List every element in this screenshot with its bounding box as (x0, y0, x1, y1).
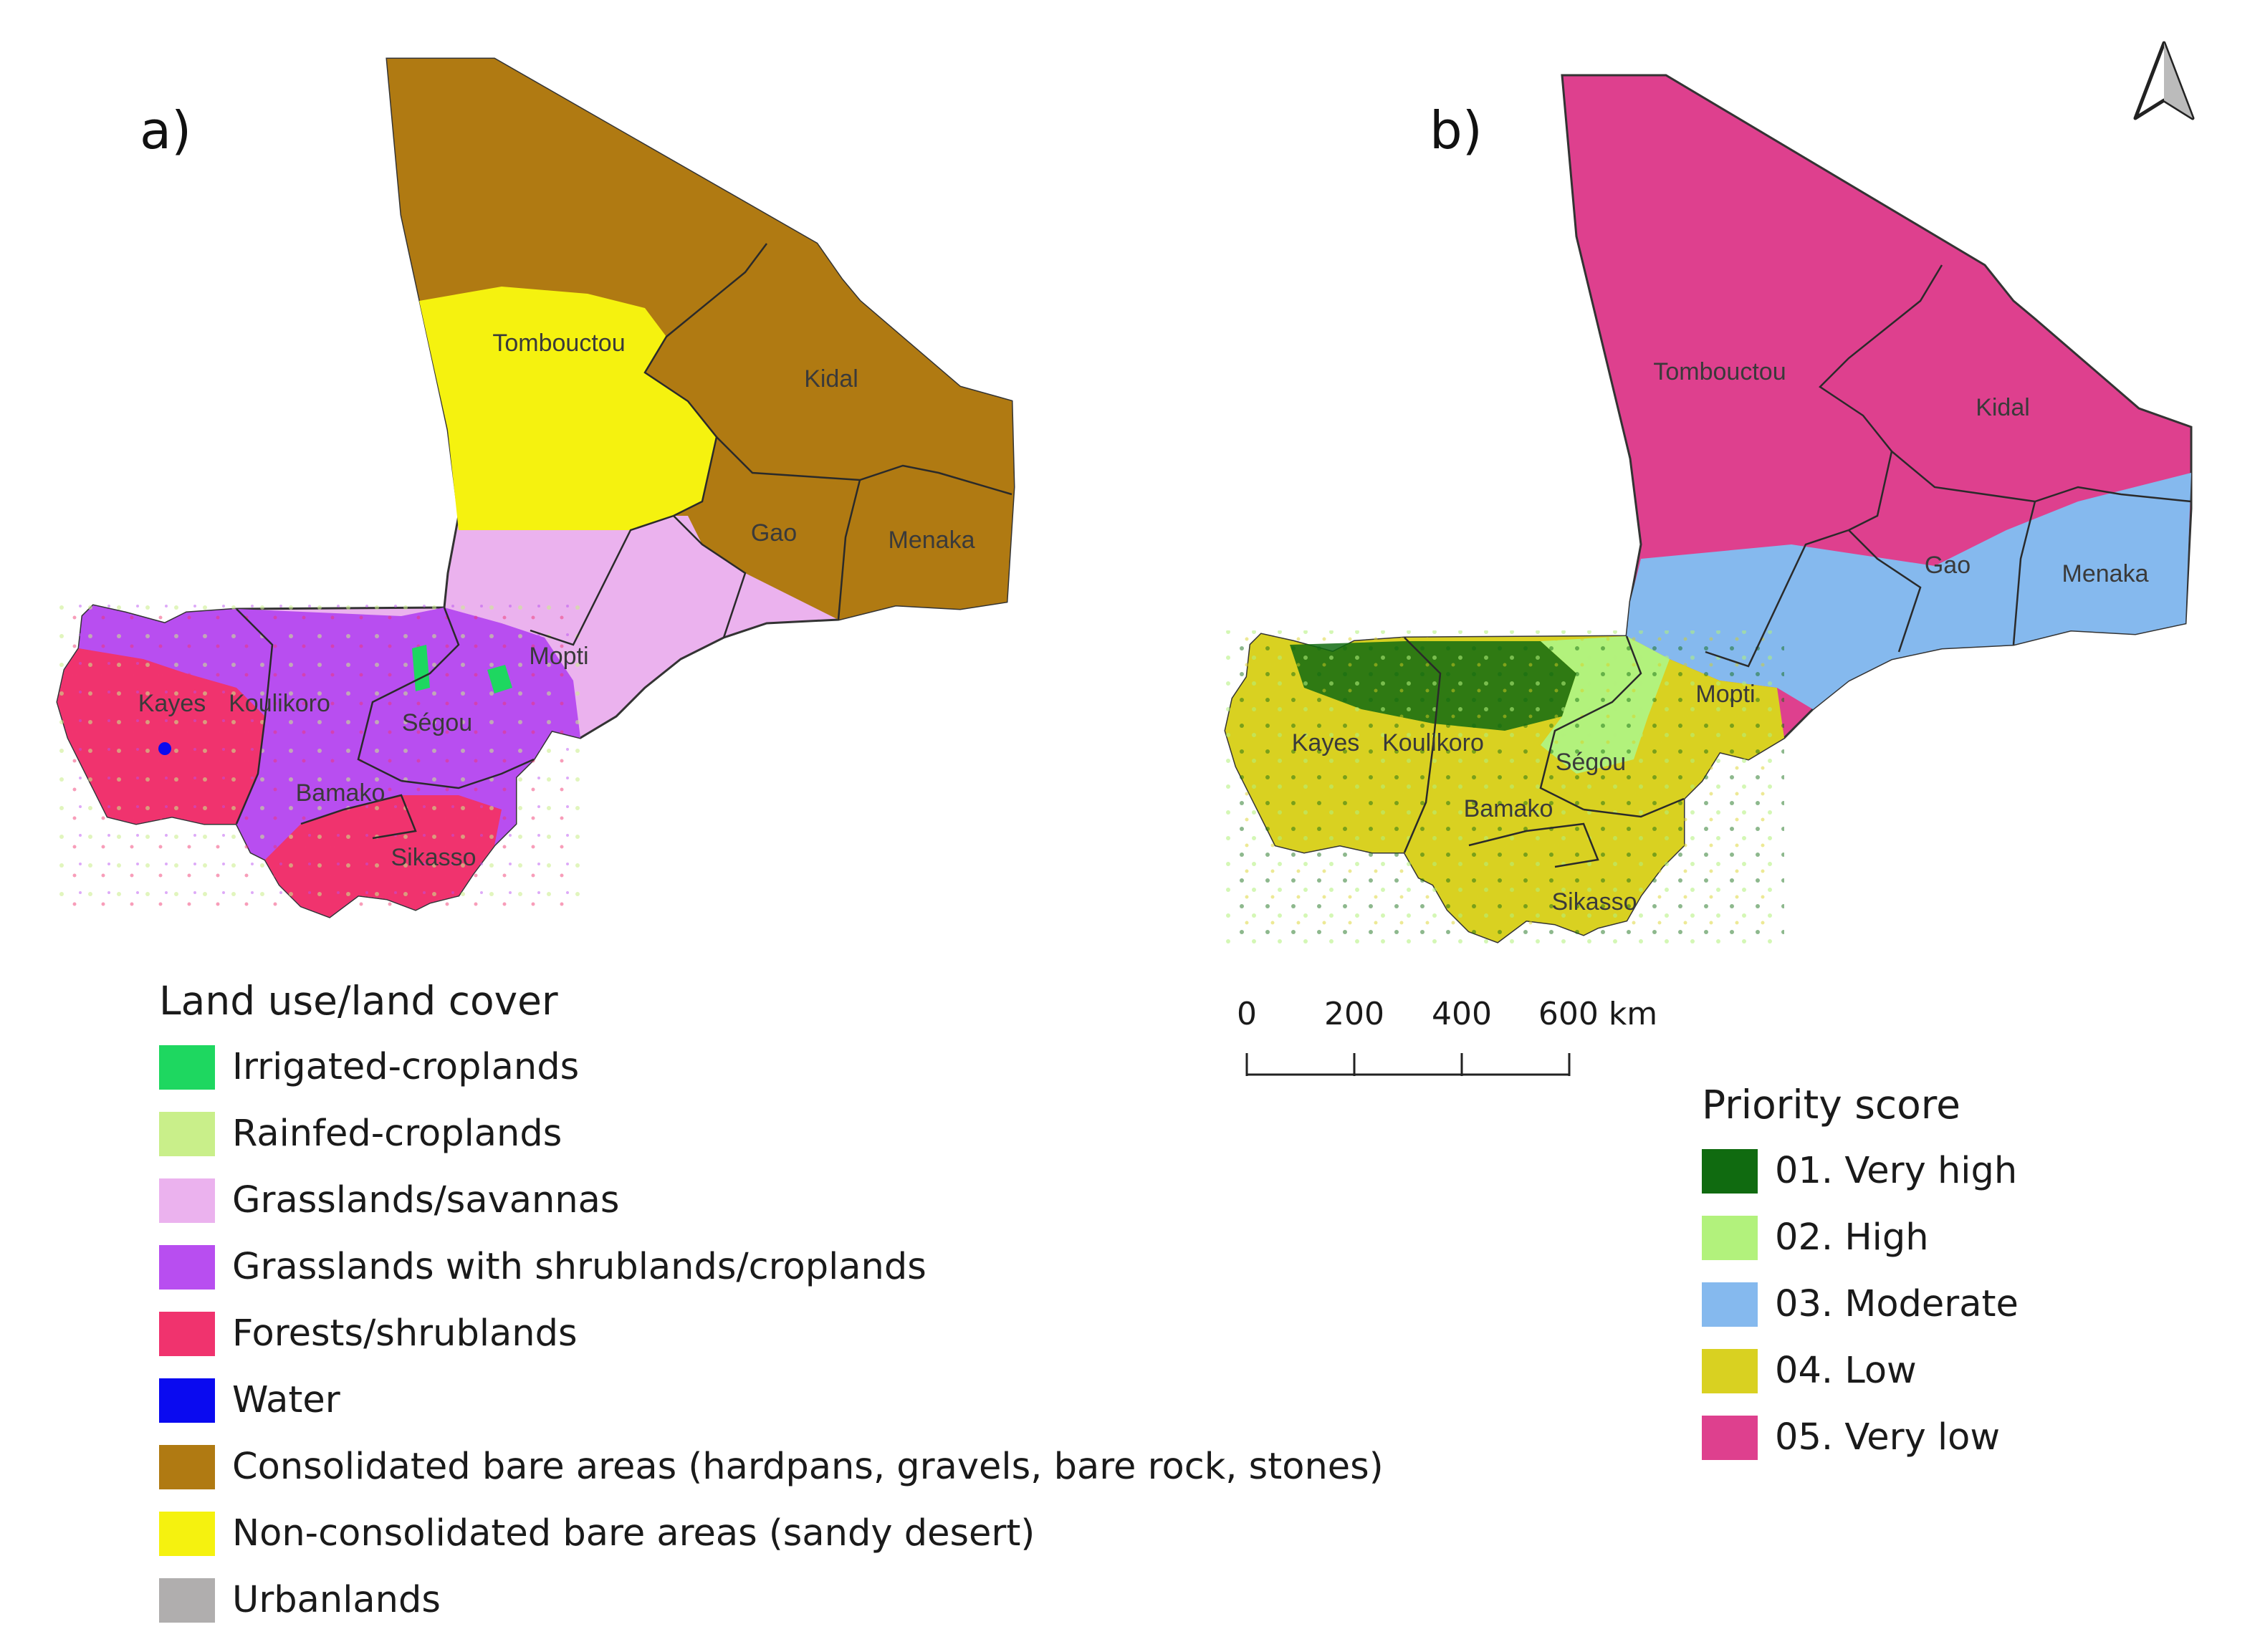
north-arrow-icon (2132, 39, 2196, 128)
legend-swatch (1702, 1348, 1758, 1393)
legend-swatch (1702, 1282, 1758, 1327)
legend-label: Consolidated bare areas (hardpans, grave… (232, 1446, 1384, 1488)
region-label-menaka-b: Menaka (2062, 560, 2149, 587)
region-label-menaka-a: Menaka (889, 527, 975, 554)
legend-item: Irrigated-croplands (159, 1034, 1384, 1100)
scale-tick-label: 600 km (1538, 996, 1658, 1032)
map-a: Tombouctou Kidal Gao Menaka Mopti Kayes … (56, 57, 1015, 918)
legend-label: Non-consolidated bare areas (sandy deser… (232, 1512, 1035, 1555)
region-label-bamako-b: Bamako (1464, 795, 1553, 822)
legend-item: 04. Low (1702, 1338, 2019, 1404)
legend-title: Land use/land cover (159, 978, 558, 1024)
region-label-sikasso-b: Sikasso (1551, 888, 1637, 916)
region-borders-b (1403, 264, 2192, 868)
legend-item: Non-consolidated bare areas (sandy deser… (159, 1500, 1384, 1567)
legend-swatch (159, 1111, 215, 1156)
panel-label-b: b) (1430, 100, 1483, 160)
scale-tick-label: 0 (1237, 996, 1257, 1032)
legend-swatch (159, 1178, 215, 1223)
legend-label: 02. High (1775, 1216, 1929, 1259)
region-label-bamako-a: Bamako (296, 779, 386, 807)
region-label-kayes-b: Kayes (1292, 729, 1360, 757)
legend-item: 05. Very low (1702, 1404, 2019, 1471)
scale-bar-line (1245, 1053, 1571, 1076)
legend-swatch (159, 1044, 215, 1090)
legend-label: Urbanlands (232, 1579, 441, 1621)
region-label-sikasso-a: Sikasso (391, 844, 476, 871)
legend-swatch (159, 1378, 215, 1423)
region-label-gao-b: Gao (1925, 552, 1971, 579)
region-label-kidal-a: Kidal (804, 365, 858, 393)
region-label-tombouctou-a: Tombouctou (492, 330, 625, 357)
scale-tick-label: 200 (1324, 996, 1384, 1032)
region-label-kidal-b: Kidal (1976, 394, 2030, 421)
panel-label-a: a) (140, 100, 192, 160)
scale-bar: 0 200 400 600 km (1218, 996, 1677, 1089)
bare-sandy-a (419, 287, 717, 530)
legend-item: 02. High (1702, 1204, 2019, 1271)
legend-item: Forests/shrublands (159, 1300, 1384, 1367)
legend-label: Irrigated-croplands (232, 1046, 580, 1088)
legend-item: Grasslands/savannas (159, 1167, 1384, 1234)
map-b: Tombouctou Kidal Gao Menaka Mopti Kayes … (1224, 74, 2193, 946)
legend-swatch (159, 1511, 215, 1556)
legend-label: 04. Low (1775, 1350, 1917, 1392)
region-label-mopti-a: Mopti (529, 643, 588, 670)
water-patch (158, 742, 171, 755)
legend-item: 03. Moderate (1702, 1271, 2019, 1338)
region-label-segou-b: Ségou (1556, 749, 1626, 776)
legend-item: Consolidated bare areas (hardpans, grave… (159, 1434, 1384, 1500)
legend-item: Urbanlands (159, 1567, 1384, 1633)
legend-title: Priority score (1702, 1082, 1961, 1128)
legend-label: Grasslands/savannas (232, 1179, 620, 1221)
legend-item: 01. Very high (1702, 1138, 2019, 1204)
region-label-koulikoro-a: Koulikoro (229, 690, 330, 717)
region-label-gao-a: Gao (751, 519, 797, 547)
legend-label: Water (232, 1379, 340, 1421)
texture-b (1225, 630, 1784, 946)
irrigated-patch (487, 665, 512, 693)
legend-item: Water (159, 1367, 1384, 1434)
legend-label: Rainfed-croplands (232, 1113, 562, 1155)
legend-label: 03. Moderate (1775, 1283, 2019, 1325)
region-label-tombouctou-b: Tombouctou (1653, 358, 1786, 385)
legend-label: Forests/shrublands (232, 1312, 578, 1355)
legend-label: Grasslands with shrublands/croplands (232, 1246, 926, 1288)
legend-land-cover: Land use/land cover Irrigated-croplands R… (159, 978, 1384, 1633)
legend-swatch (1702, 1415, 1758, 1460)
scale-tick-label: 400 (1432, 996, 1492, 1032)
legend-item: Rainfed-croplands (159, 1100, 1384, 1167)
legend-swatch (159, 1444, 215, 1489)
legend-swatch (1702, 1215, 1758, 1260)
region-borders-a (235, 243, 1012, 840)
legend-swatch (159, 1244, 215, 1290)
region-label-koulikoro-b: Koulikoro (1382, 729, 1484, 757)
legend-priority-score: Priority score 01. Very high 02. High 03. … (1702, 1082, 2019, 1471)
region-label-mopti-b: Mopti (1695, 681, 1755, 708)
legend-swatch (159, 1577, 215, 1623)
region-label-segou-a: Ségou (402, 709, 472, 736)
legend-label: 01. Very high (1775, 1150, 2018, 1192)
texture-a (57, 602, 588, 917)
legend-item: Grasslands with shrublands/croplands (159, 1234, 1384, 1300)
legend-swatch (159, 1311, 215, 1356)
legend-swatch (1702, 1148, 1758, 1194)
legend-label: 05. Very low (1775, 1416, 2001, 1459)
region-label-kayes-a: Kayes (138, 690, 206, 717)
